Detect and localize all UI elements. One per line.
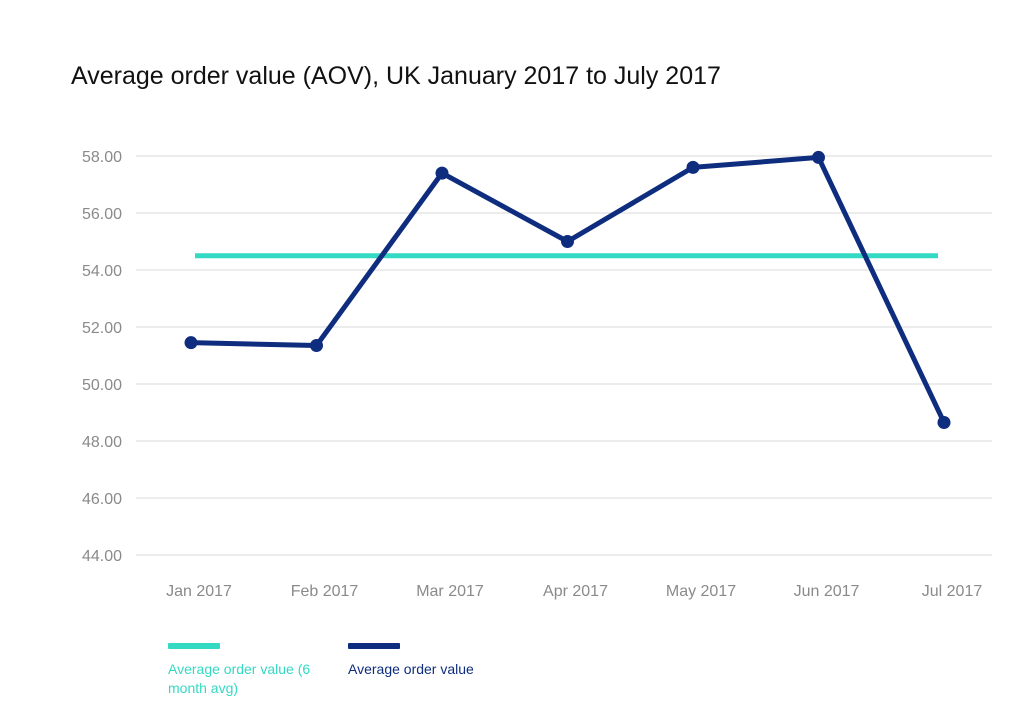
data-point <box>561 235 574 248</box>
x-tick-label: Jan 2017 <box>166 583 232 600</box>
data-point <box>435 166 449 180</box>
y-tick-label: 44.00 <box>82 548 122 565</box>
data-point <box>184 336 198 350</box>
legend-label-aov: Average order value <box>348 661 474 677</box>
series-line-aov <box>188 154 947 425</box>
x-tick-label: Feb 2017 <box>291 583 359 600</box>
data-point <box>686 160 700 174</box>
x-tick-label: Mar 2017 <box>416 583 484 600</box>
y-axis-ticks: 44.00 46.00 48.00 50.00 52.00 54.00 56.00 58.00 <box>82 149 122 565</box>
data-point <box>310 339 323 353</box>
series-layer <box>184 150 951 429</box>
y-tick-label: 54.00 <box>82 263 122 280</box>
x-axis-ticks: Jan 2017 Feb 2017 Mar 2017 Apr 2017 May 2017… <box>166 583 982 600</box>
grid-lines <box>136 155 992 556</box>
y-tick-label: 56.00 <box>82 206 122 223</box>
y-tick-label: 58.00 <box>82 149 122 166</box>
x-tick-label: Jul 2017 <box>922 583 983 600</box>
x-tick-label: Apr 2017 <box>543 583 608 600</box>
y-tick-label: 50.00 <box>82 377 122 394</box>
x-tick-label: May 2017 <box>666 583 736 600</box>
data-point <box>937 415 951 429</box>
legend-swatch-aov <box>348 643 400 649</box>
y-tick-label: 52.00 <box>82 320 122 337</box>
chart-title: Average order value (AOV), UK January 20… <box>71 62 721 90</box>
x-tick-label: Jun 2017 <box>794 583 860 600</box>
y-tick-label: 48.00 <box>82 434 122 451</box>
legend-swatch-avg <box>168 643 220 649</box>
legend-label-avg: Average order value (6 month avg) <box>168 661 311 696</box>
y-tick-label: 46.00 <box>82 491 122 508</box>
data-point <box>812 150 825 164</box>
